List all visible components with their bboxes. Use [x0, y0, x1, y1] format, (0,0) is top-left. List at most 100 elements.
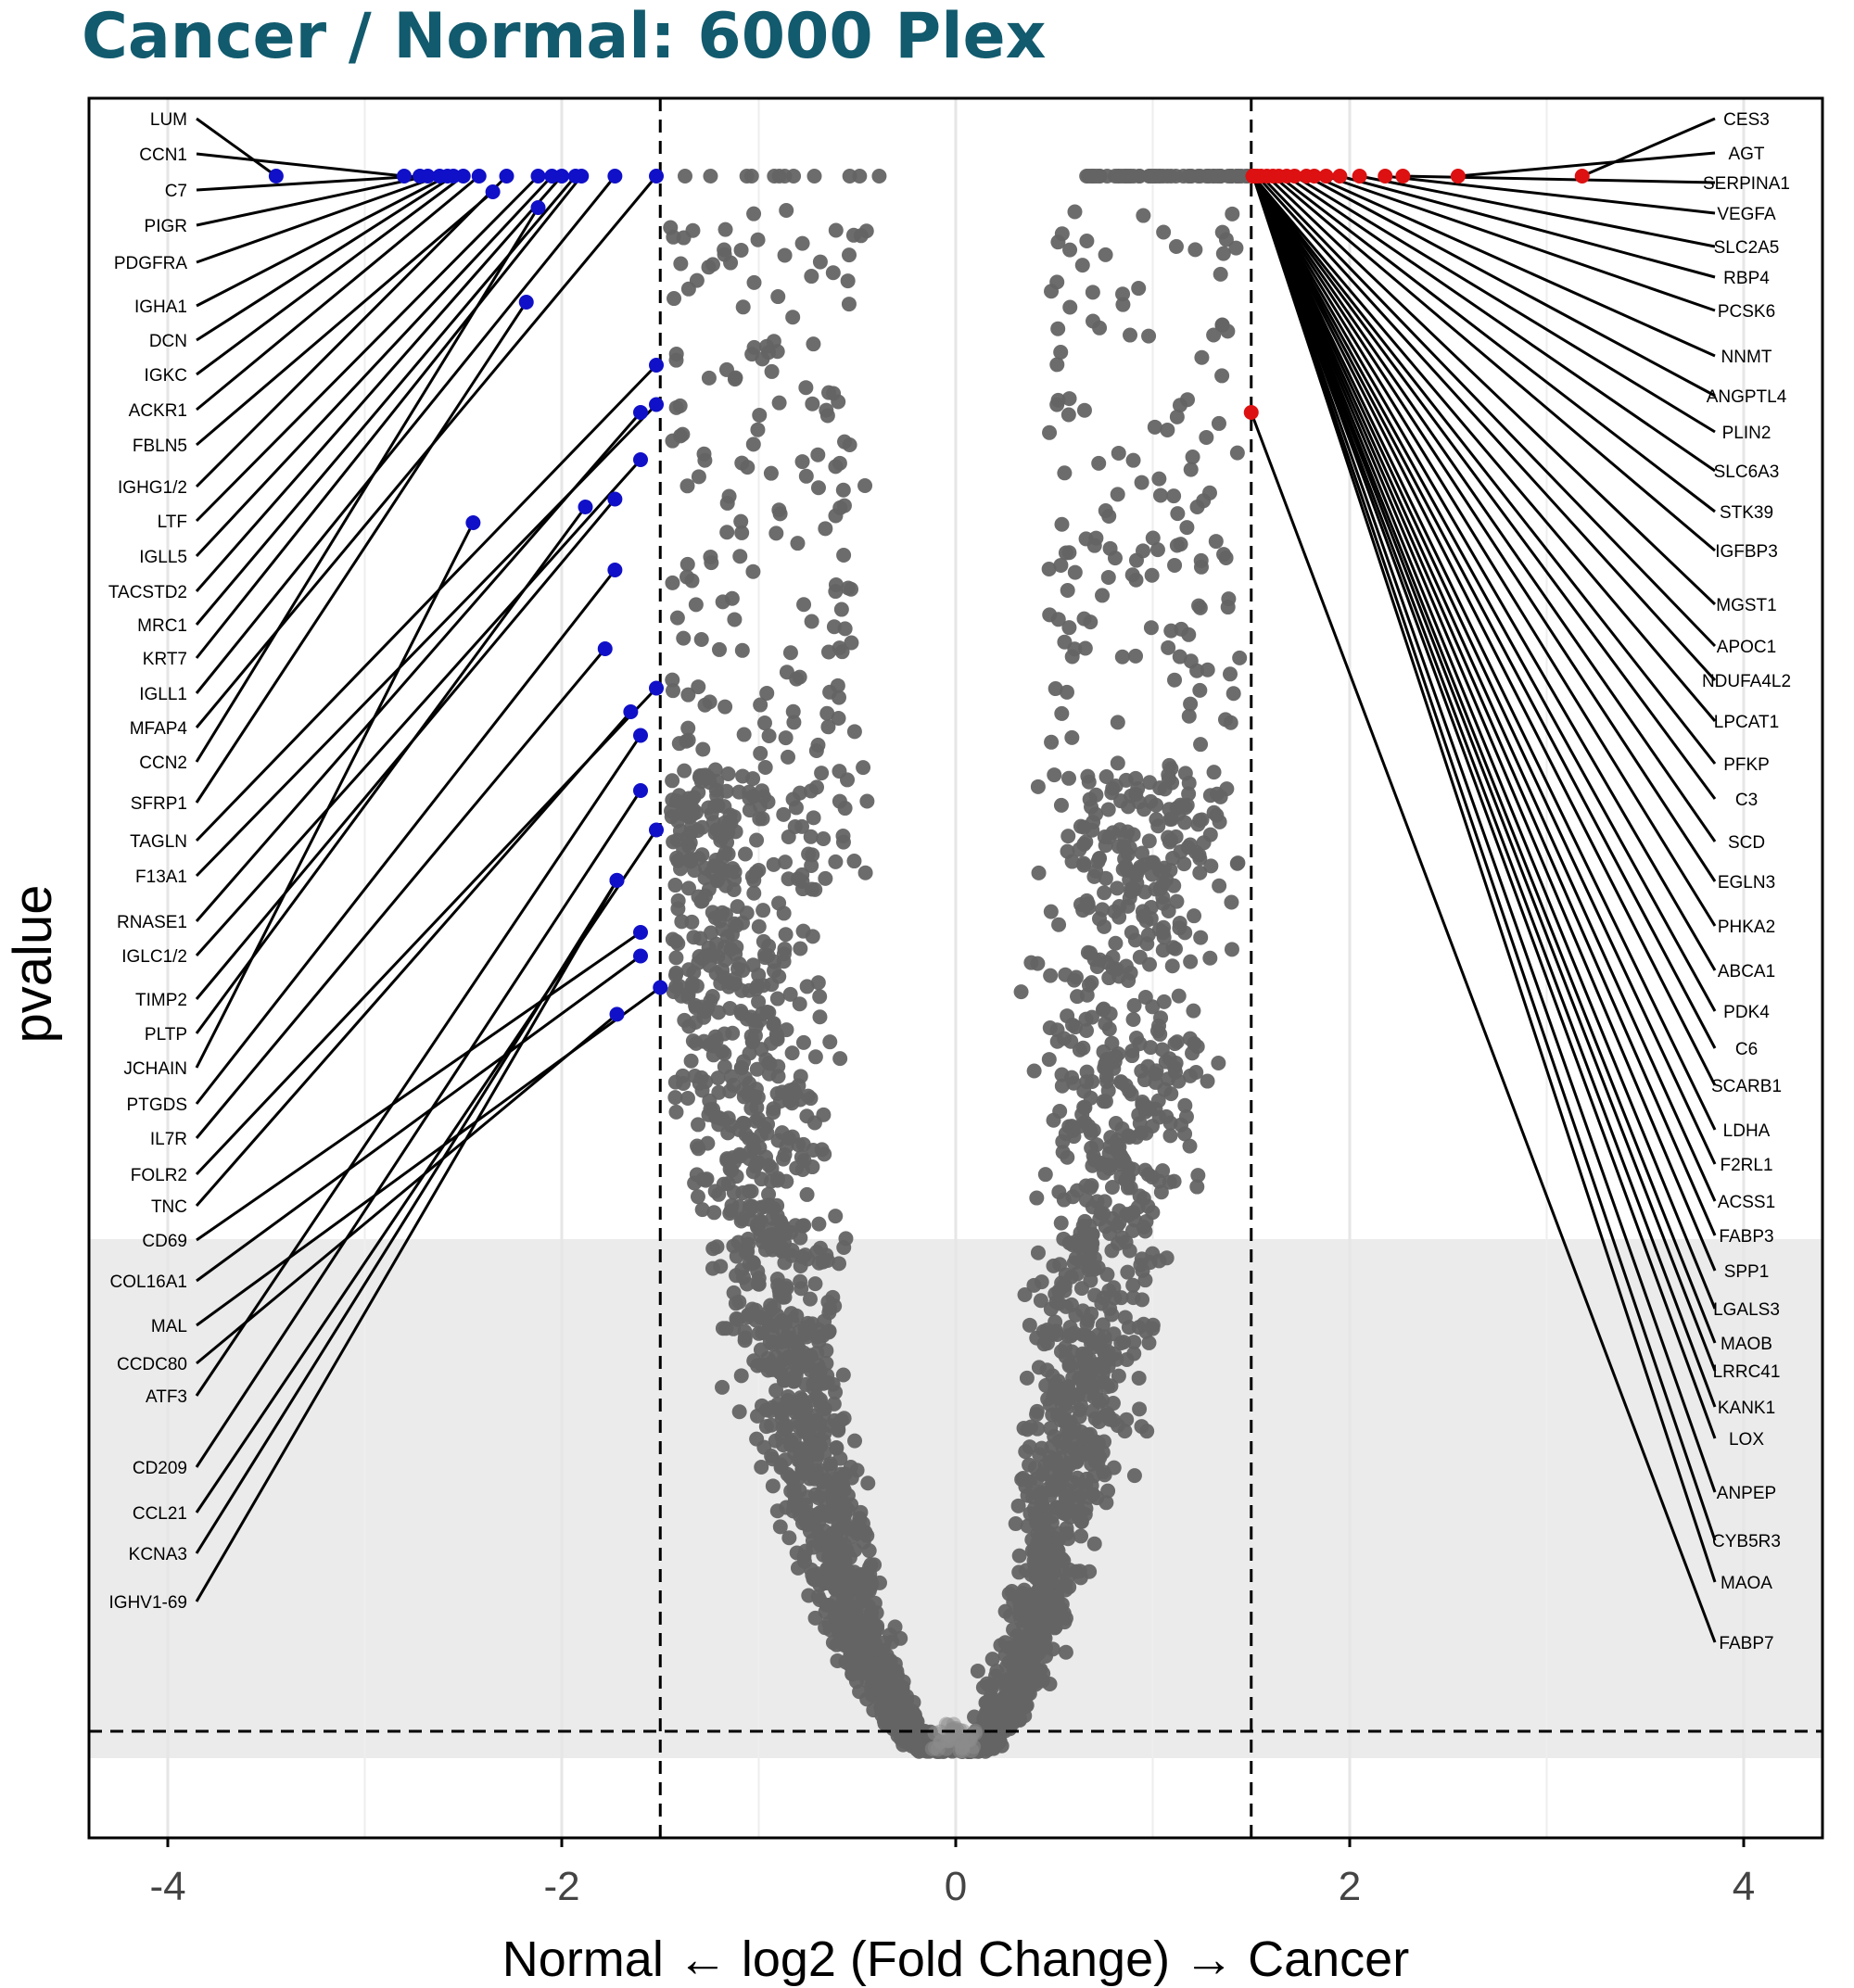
ns-point [776, 1356, 792, 1372]
leader-line [196, 190, 494, 447]
gene-label: F2RL1 [1720, 1156, 1772, 1175]
ns-point [1086, 1487, 1101, 1502]
ns-point [772, 1519, 788, 1535]
ns-point [1086, 868, 1102, 884]
ns-point [777, 942, 793, 957]
ns-point [1050, 392, 1066, 408]
ns-point [1073, 1361, 1088, 1376]
ns-point [1110, 715, 1125, 730]
ns-point [1133, 859, 1149, 875]
ns-point [1193, 737, 1209, 753]
ns-point [746, 872, 762, 888]
ns-point [844, 635, 859, 651]
ns-point [852, 169, 868, 184]
ns-point [1171, 988, 1187, 1004]
ns-point [841, 247, 857, 263]
ns-point [675, 426, 691, 442]
gene-label: ATF3 [146, 1387, 187, 1407]
ns-point [761, 1056, 777, 1071]
ns-point [665, 683, 680, 699]
ns-point [769, 991, 785, 1007]
gene-label: RBP4 [1723, 269, 1770, 288]
ns-point [1100, 1157, 1116, 1172]
ns-point [1134, 1419, 1149, 1435]
ns-point [731, 956, 747, 971]
ns-point [1137, 1162, 1153, 1178]
ns-point [1177, 1097, 1193, 1113]
ns-point [718, 783, 734, 799]
gene-label: LDHA [1723, 1121, 1771, 1141]
ns-point [717, 1058, 732, 1074]
ns-point [742, 1256, 757, 1272]
ns-point [1098, 955, 1114, 970]
ns-point [1211, 415, 1226, 431]
ns-point [707, 762, 723, 778]
x-tick-label: -2 [543, 1864, 579, 1909]
ns-point [1076, 1099, 1092, 1115]
ns-point [1132, 1401, 1148, 1417]
ns-point [1099, 1267, 1115, 1283]
ns-point [832, 1450, 848, 1466]
ns-point [834, 1620, 850, 1636]
ns-point [1213, 266, 1228, 282]
ns-point [745, 1164, 761, 1180]
ns-point [804, 614, 819, 629]
gene-label: EGLN3 [1718, 873, 1775, 893]
ns-point [1060, 1526, 1075, 1541]
gene-label: CCN1 [139, 146, 187, 165]
ns-point [1058, 1582, 1073, 1598]
ns-point [800, 1088, 816, 1104]
leader-line [196, 955, 641, 1283]
ns-point [816, 831, 832, 847]
gene-label: SPP1 [1724, 1262, 1770, 1282]
ns-point [781, 1530, 797, 1546]
gene-label: LOX [1729, 1430, 1764, 1450]
ns-point [1182, 1138, 1198, 1154]
leader-line [1251, 175, 1717, 1344]
leader-line [196, 174, 428, 227]
ns-point [1172, 398, 1187, 413]
ns-point [1224, 894, 1239, 910]
ns-point [1111, 1368, 1126, 1384]
ns-point [1118, 1172, 1134, 1188]
ns-point [777, 1146, 793, 1162]
ns-point [772, 1285, 788, 1301]
gene-label: JCHAIN [123, 1059, 187, 1079]
gene-label: IGFBP3 [1715, 542, 1778, 562]
leader-line [196, 174, 440, 264]
ns-point [751, 994, 767, 1009]
ns-point [874, 1702, 890, 1717]
ns-point [1101, 1021, 1117, 1037]
ns-point [1177, 766, 1193, 781]
leader-line [1457, 151, 1716, 178]
ns-point [759, 685, 775, 701]
ns-point [766, 1105, 781, 1121]
ns-point [736, 1116, 752, 1132]
ns-point [794, 867, 810, 882]
gene-label: SFRP1 [131, 794, 187, 814]
ns-point [799, 979, 815, 994]
ns-point [1125, 1277, 1141, 1293]
leader-line [195, 734, 642, 1397]
ns-point [1090, 854, 1106, 869]
leader-line [1251, 175, 1717, 1493]
ns-point [1007, 1677, 1022, 1692]
ns-point [699, 1171, 715, 1187]
ns-point [727, 612, 743, 627]
ns-point [781, 749, 796, 765]
gene-label: FABP7 [1719, 1634, 1773, 1653]
ns-point [711, 1005, 727, 1020]
ns-point [1073, 1513, 1089, 1529]
ns-point [709, 1239, 725, 1255]
ns-point [751, 967, 767, 982]
ns-point [717, 1026, 732, 1042]
ns-point [1136, 543, 1151, 559]
gene-label: LRRC41 [1713, 1362, 1781, 1382]
ns-point [718, 1321, 734, 1336]
ns-point [1081, 1261, 1097, 1277]
ns-point [1016, 1582, 1032, 1598]
ns-point [1165, 940, 1181, 956]
ns-point [1115, 286, 1131, 302]
down-point [574, 169, 590, 184]
leader-line [195, 207, 540, 763]
